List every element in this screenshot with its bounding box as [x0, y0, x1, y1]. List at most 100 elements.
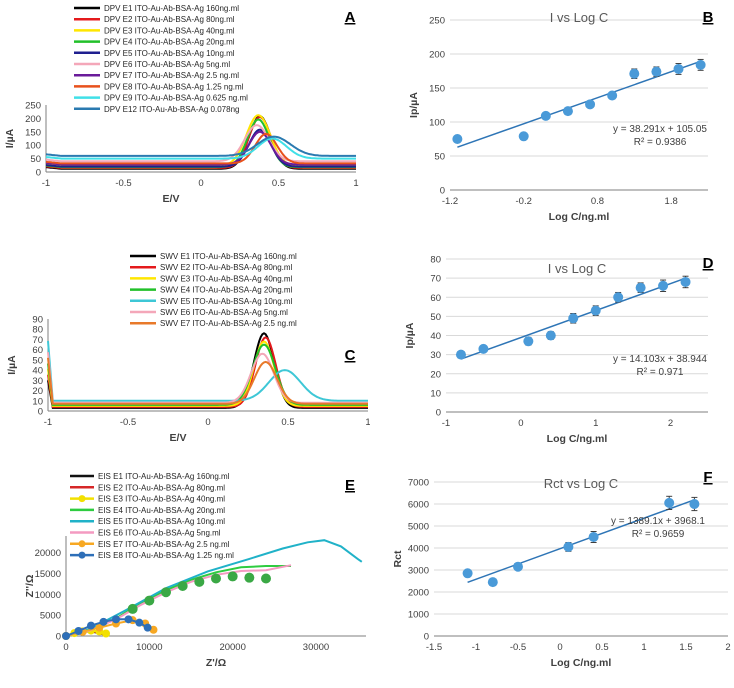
- chart-a-series-line: [45, 128, 356, 168]
- chart-b-trendline: [457, 60, 701, 148]
- chart-e-legend-label: EIS E8 ITO-Au-Ab-BSA-Ag 1.25 ng.ml: [98, 551, 234, 560]
- chart-b-data-point: [673, 63, 684, 74]
- chart-f-data-point: [588, 532, 599, 542]
- chart-a-x-tick-label: 1: [353, 178, 358, 189]
- chart-f-data-point: [689, 499, 700, 509]
- chart-c-y-tick-label: 30: [32, 376, 43, 387]
- chart-c-y-tick-label: 0: [38, 407, 43, 418]
- chart-e-data-point: [102, 629, 110, 638]
- chart-f-y-tick-label: 0: [424, 632, 429, 643]
- chart-b-r-squared: R² = 0.9386: [634, 137, 687, 148]
- chart-b-y-tick-label: 100: [429, 118, 445, 129]
- chart-b-data-point: [452, 134, 463, 144]
- chart-c-x-tick-label: 1: [365, 417, 370, 428]
- chart-e-data-point: [99, 617, 108, 626]
- chart-a-panel-label: A: [345, 9, 356, 26]
- chart-b-y-tick-label: 150: [429, 84, 445, 95]
- chart-a-y-axis-title: I/µA: [4, 128, 16, 148]
- chart-d-data-point: [523, 336, 534, 347]
- chart-d-data-point: [635, 282, 646, 293]
- chart-b-data-point: [607, 90, 618, 101]
- chart-a-y-tick-label: 250: [25, 101, 41, 112]
- chart-e-legend-label: EIS E5 ITO-Au-Ab-BSA-Ag 10ng.ml: [98, 517, 225, 526]
- chart-e-y-axis-title: Z''/Ω: [24, 575, 36, 598]
- chart-b-data-point: [562, 106, 573, 117]
- chart-e-y-tick-label: 10000: [35, 590, 61, 601]
- chart-a-legend-label: DPV E9 ITO-Au-Ab-BSA-Ag 0.625 ng.ml: [104, 94, 248, 103]
- chart-e-data-point: [161, 587, 171, 598]
- chart-c-series-line: [47, 357, 368, 405]
- chart-b-y-tick-label: 200: [429, 50, 445, 61]
- chart-d-y-tick-label: 50: [430, 312, 441, 323]
- chart-e-legend-label: EIS E4 ITO-Au-Ab-BSA-Ag 20ng.ml: [98, 506, 225, 515]
- chart-f-y-tick-label: 1000: [408, 610, 429, 621]
- chart-c-legend-label: SWV E3 ITO-Au-Ab-BSA-Ag 40ng.ml: [160, 274, 293, 283]
- chart-e-data-point: [87, 621, 95, 630]
- chart-c-series-line: [47, 340, 368, 402]
- panel-b: -1.2 -0.2 0.8 1.8 0 50 100 150 200 250 Log C/ng.ml…: [378, 0, 734, 230]
- chart-b-data-point: [695, 59, 706, 70]
- chart-d-y-tick-label: 30: [430, 350, 441, 361]
- chart-a-series-line: [45, 137, 356, 160]
- chart-d-title: I vs Log C: [548, 261, 607, 276]
- chart-b-x-tick-label: -0.2: [516, 196, 532, 207]
- chart-c-y-tick-label: 60: [32, 345, 43, 356]
- chart-e-data-point: [74, 627, 83, 635]
- chart-f-x-tick-label: 0.5: [595, 642, 608, 653]
- chart-e-data-point: [135, 618, 144, 627]
- chart-e-data-point: [227, 571, 238, 582]
- chart-b-y-tick-label: 250: [429, 16, 445, 27]
- chart-c-panel-label: C: [345, 347, 356, 364]
- chart-c-x-tick-label: -0.5: [120, 417, 136, 428]
- chart-d-x-axis-title: Log C/ng.ml: [547, 433, 608, 445]
- chart-c-x-axis-title: E/V: [170, 432, 187, 444]
- chart-d-y-tick-label: 10: [430, 388, 441, 399]
- panel-c: -1 -0.5 0 0.5 1 0 10 20 30 40 50 60 70 80 90 E/V I/µA C SW…: [0, 240, 371, 455]
- chart-e-panel-label: E: [345, 477, 355, 494]
- chart-c-y-tick-label: 10: [32, 396, 43, 407]
- chart-e-legend-label: EIS E6 ITO-Au-Ab-BSA-Ag 5ng.ml: [98, 529, 221, 538]
- chart-f-data-point: [487, 577, 498, 588]
- chart-c-series-line: [47, 352, 368, 404]
- chart-c-series-line: [47, 343, 368, 406]
- chart-d-data-point: [680, 276, 691, 287]
- chart-f-data-point: [664, 497, 675, 508]
- chart-c-y-tick-label: 20: [32, 386, 43, 397]
- chart-e-y-tick-label: 15000: [35, 569, 61, 580]
- chart-a-legend-label: DPV E1 ITO-Au-Ab-BSA-Ag 160ng.ml: [104, 4, 239, 13]
- panel-f: -1.5 -1 -0.5 0 0.5 1 1.5 2 0 1000 2000 3000 4000 5000…: [378, 460, 734, 683]
- chart-a: -1 -0.5 0 0.5 1 0 50 100 150 200 250 E/V I/µA A DPV E1…: [4, 4, 359, 205]
- chart-f-y-tick-label: 2000: [408, 588, 429, 599]
- chart-a-series-line: [45, 118, 356, 169]
- chart-f: -1.5 -1 -0.5 0 0.5 1 1.5 2 0 1000 2000 3000 4000 5000…: [392, 469, 731, 669]
- chart-a-y-tick-label: 200: [25, 114, 41, 125]
- chart-f-r-squared: R² = 0.9659: [632, 529, 685, 540]
- chart-e-data-point: [194, 576, 205, 587]
- chart-a-x-tick-label: -0.5: [115, 178, 131, 189]
- chart-f-x-tick-label: 0: [557, 642, 562, 653]
- chart-c-y-tick-label: 90: [32, 315, 43, 326]
- chart-e-data-point: [62, 632, 70, 640]
- chart-e-legend-label: EIS E1 ITO-Au-Ab-BSA-Ag 160ng.ml: [98, 472, 230, 481]
- chart-b-x-tick-label: -1.2: [442, 196, 458, 207]
- chart-e-legend-marker: [78, 495, 86, 503]
- chart-f-data-point: [462, 568, 473, 579]
- chart-b-data-point: [585, 99, 596, 110]
- chart-d-x-tick-label: 2: [668, 418, 673, 429]
- chart-a-legend-label: DPV E8 ITO-Au-Ab-BSA-Ag 1.25 ng.ml: [104, 82, 244, 91]
- chart-a-y-tick-label: 50: [30, 154, 41, 165]
- chart-d-x-tick-label: 0: [518, 418, 523, 429]
- chart-a-series-line: [45, 135, 356, 157]
- chart-d-data-point: [545, 330, 556, 341]
- chart-d-data-point: [478, 343, 489, 354]
- chart-c-series-line: [47, 332, 368, 409]
- panel-a: -1 -0.5 0 0.5 1 0 50 100 150 200 250 E/V I/µA A DPV E1…: [0, 0, 370, 230]
- chart-e-x-tick-label: 30000: [303, 642, 329, 653]
- chart-c-y-axis-title: I/µA: [6, 355, 18, 375]
- chart-e-data-point: [143, 623, 152, 632]
- chart-e-x-tick-label: 0: [63, 642, 68, 653]
- chart-f-y-tick-label: 7000: [408, 478, 429, 489]
- chart-f-y-tick-label: 4000: [408, 544, 429, 555]
- chart-a-legend-label: DPV E2 ITO-Au-Ab-BSA-Ag 80ng.ml: [104, 15, 235, 24]
